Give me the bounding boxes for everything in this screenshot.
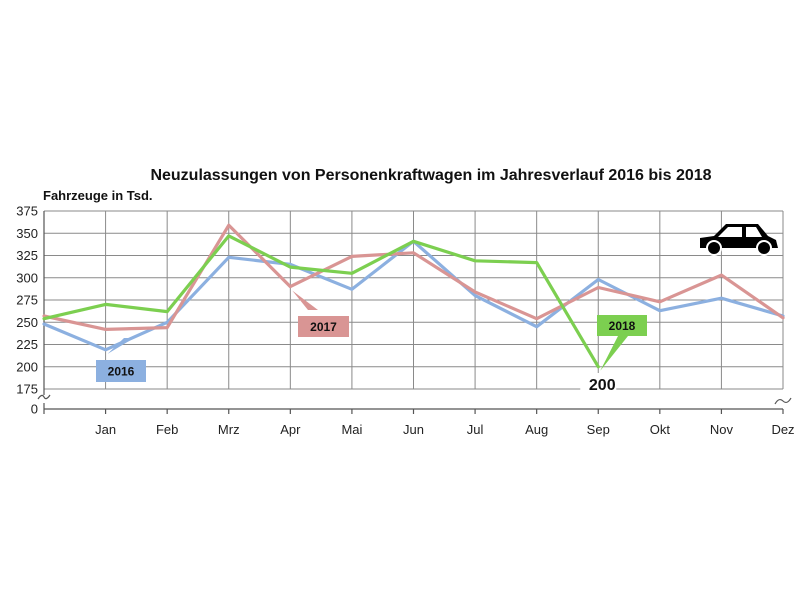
x-tick-label: Apr <box>280 422 301 437</box>
x-tick-label: Dez <box>771 422 794 437</box>
x-tick-label: Okt <box>650 422 671 437</box>
x-tick-label: Nov <box>710 422 734 437</box>
series-tag-2018: 2018 <box>597 315 647 371</box>
y-tick-label: 200 <box>16 359 38 374</box>
y-tick-label: 350 <box>16 226 38 241</box>
x-tick-label: Mai <box>341 422 362 437</box>
y-tick-label: 0 <box>31 402 38 417</box>
legend-entry: 2018 <box>609 319 636 333</box>
x-tick-label: Jan <box>95 422 116 437</box>
chart-title: Neuzulassungen von Personenkraftwagen im… <box>150 167 711 184</box>
y-tick-label: 300 <box>16 270 38 285</box>
x-tick-label: Mrz <box>218 422 240 437</box>
series-lines <box>42 223 785 369</box>
tag-box <box>597 315 647 336</box>
y-tick-label: 225 <box>16 337 38 352</box>
y-axis-break <box>37 394 51 400</box>
y-tick-label: 250 <box>16 315 38 330</box>
series-line-2018 <box>42 234 600 369</box>
annotation-value: 200 <box>589 377 616 394</box>
series-tag-2016: 2016 <box>96 338 146 382</box>
x-tick-label: Feb <box>156 422 178 437</box>
annotation: 200 <box>580 373 617 395</box>
x-tick-label: Aug <box>525 422 548 437</box>
annotation-bg <box>580 373 617 395</box>
tag-box <box>298 316 349 337</box>
legend-entry: 2017 <box>310 320 337 334</box>
x-tick-label: Jun <box>403 422 424 437</box>
legend-entry: 2016 <box>108 365 135 379</box>
right-axis-break <box>774 397 792 405</box>
tag-pointer <box>600 336 628 371</box>
axes: 0 175 200 225 250 275 300 325 350 375 Jan Feb Mrz Apr… <box>16 204 794 438</box>
x-tick-label: Sep <box>587 422 610 437</box>
tag-box <box>96 360 146 382</box>
tag-pointer <box>292 290 318 310</box>
series-line-2017 <box>42 223 785 331</box>
series-tags: 2016 2017 2018 200 <box>96 290 647 395</box>
series-tag-2017: 2017 <box>292 290 349 337</box>
y-tick-label: 275 <box>16 293 38 308</box>
tag-pointer <box>107 338 134 354</box>
y-tick-label: 375 <box>16 204 38 219</box>
grid <box>43 210 784 390</box>
y-tick-label: 175 <box>16 382 38 397</box>
car-icon <box>700 224 778 256</box>
x-tick-label: Jul <box>467 422 484 437</box>
y-axis-label: Fahrzeuge in Tsd. <box>43 188 153 203</box>
y-tick-label: 325 <box>16 248 38 263</box>
